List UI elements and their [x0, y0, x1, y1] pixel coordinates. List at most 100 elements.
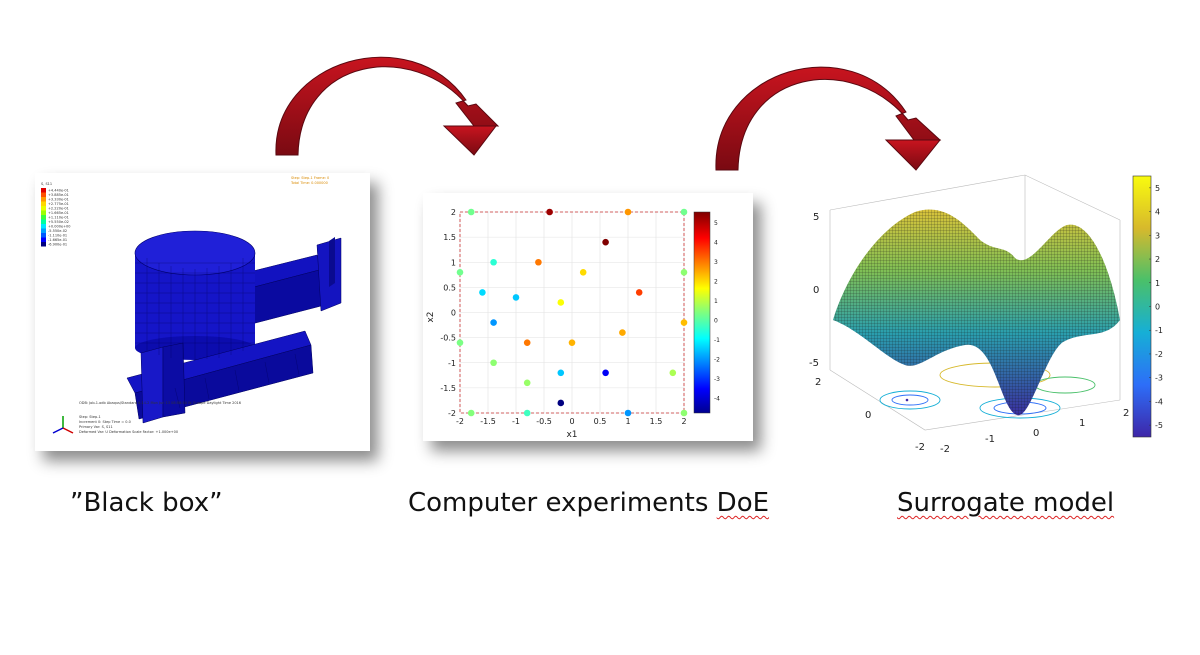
surrogate-colorbar [1132, 175, 1152, 438]
doe-point [568, 339, 576, 346]
surrogate-colorbar-tick: -3 [1155, 374, 1163, 383]
doe-ytick: -1 [448, 359, 456, 368]
fea-legend-value: +4.440e-01 [48, 189, 69, 193]
fea-footer-def: Deformed Var: U Deformation Scale Factor… [79, 430, 178, 434]
doe-point [579, 269, 587, 276]
surrogate-ytick-2: -2 [915, 442, 925, 453]
fea-render: S, S11 +4.440e-01+3.885e-01+3.330e-01+2.… [41, 176, 342, 434]
caption-black-box: ”Black box” [70, 488, 223, 518]
fea-legend-value: -1.110e-01 [48, 234, 67, 238]
doe-point [669, 369, 677, 377]
fea-legend-swatch [41, 197, 46, 202]
doe-colorbar-tick: 2 [714, 278, 718, 285]
fea-legend-swatch [41, 215, 46, 220]
doe-point [680, 208, 688, 216]
fea-legend-value: +3.330e-01 [48, 198, 69, 202]
fea-legend-swatch [41, 228, 46, 233]
doe-point [680, 269, 688, 276]
doe-xtick: -2 [456, 417, 464, 426]
doe-point [602, 238, 609, 246]
caption-doe-text: Computer experiments DoE [408, 488, 770, 518]
doe-boundary [459, 211, 685, 414]
fea-legend-swatch [41, 192, 46, 197]
surrogate-xtick-3: 1 [1079, 418, 1085, 429]
surrogate-ztick-1: 0 [813, 285, 819, 296]
doe-colorbar-tick: -1 [714, 337, 720, 344]
fea-legend: +4.440e-01+3.885e-01+3.330e-01+2.775e-01… [41, 188, 71, 247]
fea-legend-swatch [41, 224, 46, 229]
surrogate-colorbar-tick: 2 [1155, 255, 1160, 264]
doe-point [467, 208, 475, 216]
surrogate-panel: 5 0 -5 2 0 -2 -2 -1 0 1 2 5 4 3 2 1 0 -1 -2 -3 -4… [805, 170, 1200, 470]
fea-legend-swatch [41, 242, 46, 247]
doe-grid [459, 211, 685, 414]
doe-point [557, 299, 565, 306]
fea-legend-swatch [41, 219, 46, 224]
fea-panel: S, S11 +4.440e-01 +3.885e-01 +3.330e-01 +2.… [35, 173, 370, 451]
fea-legend-swatch [41, 233, 46, 238]
doe-xlabel: x1 [566, 430, 577, 440]
doe-point [479, 289, 486, 296]
doe-point [602, 369, 609, 377]
surrogate-colorbar-ticks: 5 4 3 2 1 0 -1 -2 -3 -4 -5 [1149, 184, 1163, 430]
doe-ytick: 1 [451, 258, 456, 267]
doe-ytick: 0 [451, 309, 456, 318]
doe-ytick: -2 [448, 409, 456, 418]
doe-colorbar-tick: 3 [714, 259, 718, 266]
doe-ytick: 1.5 [443, 233, 456, 242]
surrogate-xtick-2: 0 [1033, 428, 1039, 439]
surrogate-colorbar-tick: -4 [1155, 397, 1163, 406]
doe-xtick: 0.5 [594, 417, 607, 426]
doe-point [635, 289, 643, 296]
surrogate-contours [879, 362, 1096, 419]
doe-point [456, 269, 464, 276]
doe-point [557, 369, 565, 377]
surrogate-colorbar-tick: 3 [1155, 231, 1160, 240]
doe-point [456, 339, 464, 346]
fea-footer-step: Step: Step-1 [79, 415, 101, 419]
surrogate-colorbar-tick: 1 [1155, 279, 1160, 288]
surrogate-xtick-4: 2 [1123, 408, 1129, 419]
doe-xtick: 2 [681, 417, 686, 426]
doe-point [680, 319, 688, 326]
doe-point [624, 409, 632, 417]
doe-point [523, 339, 531, 346]
doe-point [535, 258, 542, 266]
surrogate-colorbar-tick: 5 [1155, 184, 1160, 193]
doe-colorbar-tick: -2 [714, 356, 720, 363]
doe-colorbar-tick: -4 [714, 395, 720, 402]
doe-colorbar [693, 211, 711, 414]
doe-xtick: 1.5 [650, 417, 663, 426]
doe-point [490, 258, 497, 266]
fea-legend-value: +2.220e-01 [48, 207, 69, 211]
caption-doe: Computer experiments DoE [408, 488, 769, 518]
fea-legend-swatch [41, 210, 46, 215]
doe-ytick: -1.5 [440, 384, 456, 393]
doe-point [490, 359, 497, 367]
fea-legend-swatch [41, 188, 46, 193]
fea-legend-swatch [41, 237, 46, 242]
surrogate-xtick-0: -2 [940, 444, 950, 455]
fea-footer-var: Primary Var: S, S11 [79, 425, 113, 429]
fea-header-time: Total Time: 0.000000 [290, 181, 328, 185]
fea-footer-inc: Increment 0: Step Time = 0.0 [79, 420, 131, 424]
doe-ticks: -2 -1.5 -1 -0.5 0 0.5 1 1.5 2 2 1.5 1 0.5 0 -0.5 -1 -1.5… [440, 208, 686, 426]
doe-point [619, 329, 626, 336]
doe-xtick: 1 [625, 417, 630, 426]
doe-points [456, 208, 688, 417]
doe-point [467, 409, 475, 417]
surrogate-colorbar-tick: -2 [1155, 350, 1163, 359]
doe-colorbar-tick: 4 [714, 239, 718, 246]
arrow-right [715, 66, 942, 171]
doe-point [546, 208, 553, 216]
fea-footer-odb: ODB: Job-1.odb Abaqus/Standard 6.14-2 Mo… [79, 401, 241, 405]
doe-colorbar-tick: 5 [714, 220, 718, 227]
surrogate-colorbar-tick: 0 [1155, 303, 1160, 312]
fea-legend-value: -6.900e-01 [48, 243, 67, 247]
doe-colorbar-tick: 1 [714, 298, 718, 305]
doe-ytick: -0.5 [440, 334, 456, 343]
doe-colorbar-tick: 0 [714, 317, 718, 324]
fea-legend-value: +5.550e-02 [48, 220, 69, 224]
fea-legend-value: -1.665e-01 [48, 238, 67, 242]
